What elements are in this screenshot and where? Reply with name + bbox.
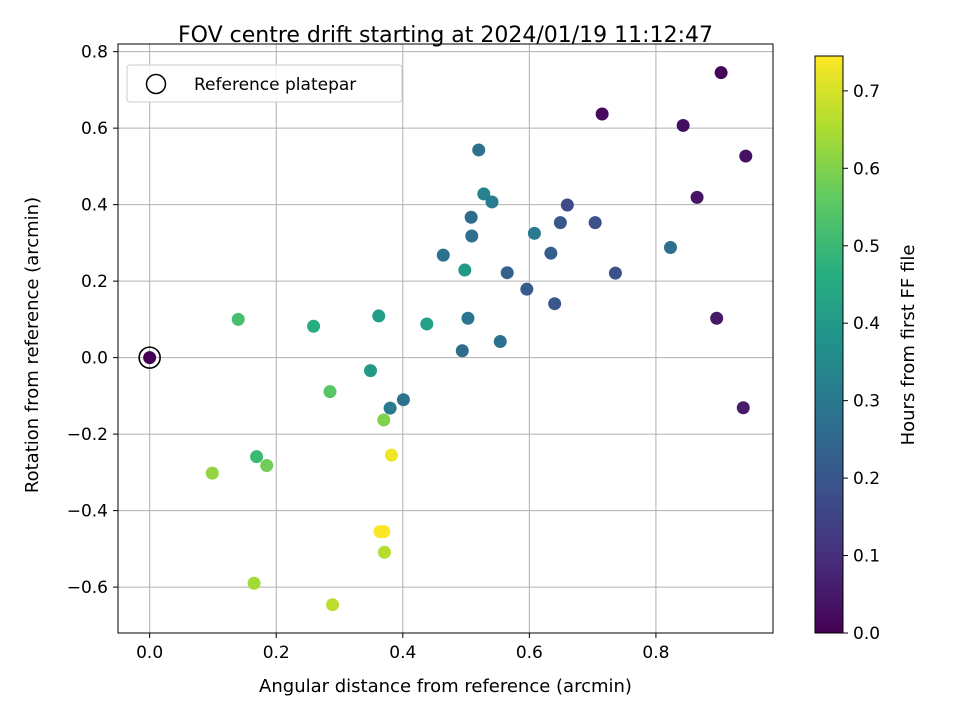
data-point xyxy=(736,401,750,415)
y-axis-ticks: −0.6 −0.4 −0.2 0.0 0.2 0.4 0.6 0.8 xyxy=(67,43,118,598)
colorbar-tick-label: 0.3 xyxy=(853,392,880,412)
data-point xyxy=(548,297,562,311)
data-point xyxy=(384,448,398,462)
data-point xyxy=(485,195,499,209)
data-point xyxy=(231,312,245,326)
data-point xyxy=(205,466,219,480)
reference-marker xyxy=(138,346,161,369)
y-tick-label: −0.2 xyxy=(67,425,108,445)
data-point xyxy=(377,413,391,427)
x-tick-label: 0.0 xyxy=(136,643,163,663)
colorbar-tick-label: 0.7 xyxy=(853,82,880,102)
data-point xyxy=(500,266,514,280)
data-point xyxy=(436,248,450,262)
x-axis-ticks: 0.0 0.2 0.4 0.6 0.8 xyxy=(136,633,669,663)
y-axis-label: Rotation from reference (arcmin) xyxy=(22,197,43,493)
data-point xyxy=(739,149,753,163)
x-tick-label: 0.2 xyxy=(263,643,290,663)
data-point xyxy=(544,246,558,260)
y-tick-label: 0.6 xyxy=(81,119,108,139)
y-tick-label: 0.4 xyxy=(81,196,108,216)
legend: Reference platepar xyxy=(126,64,403,103)
data-point xyxy=(260,458,274,472)
x-tick-label: 0.6 xyxy=(516,643,543,663)
y-tick-label: 0.8 xyxy=(81,43,108,63)
data-point xyxy=(396,393,410,407)
data-point xyxy=(247,576,261,590)
y-tick-label: 0.2 xyxy=(81,272,108,292)
legend-entry-reference: Reference platepar xyxy=(194,75,356,95)
data-point xyxy=(710,311,724,325)
data-point xyxy=(588,216,602,230)
data-point xyxy=(464,210,478,224)
data-point xyxy=(143,351,157,365)
colorbar-ticks: 0.0 0.1 0.2 0.3 0.4 0.5 0.6 0.7 xyxy=(843,82,880,644)
y-tick-label: −0.6 xyxy=(67,578,108,598)
data-point xyxy=(553,216,567,230)
colorbar-label: Hours from first FF file xyxy=(898,245,919,446)
grid-lines xyxy=(118,44,773,633)
data-point xyxy=(520,282,534,296)
y-tick-label: −0.4 xyxy=(67,502,108,522)
y-tick-label: 0.0 xyxy=(81,349,108,369)
data-point xyxy=(663,240,677,254)
data-point xyxy=(458,263,472,277)
data-point xyxy=(472,143,486,157)
data-point xyxy=(420,317,434,331)
colorbar-tick-label: 0.6 xyxy=(853,159,880,179)
data-points xyxy=(138,66,753,612)
data-point xyxy=(527,226,541,240)
colorbar xyxy=(814,55,844,634)
plot-frame xyxy=(117,43,774,634)
legend-box xyxy=(126,64,403,103)
data-point xyxy=(595,107,609,121)
data-point xyxy=(560,198,574,212)
data-point xyxy=(372,309,386,323)
colorbar-tick-label: 0.0 xyxy=(853,624,880,644)
data-point xyxy=(608,266,622,280)
colorbar-tick-label: 0.1 xyxy=(853,547,880,567)
data-point xyxy=(383,401,397,415)
data-point xyxy=(461,311,475,325)
data-point xyxy=(250,450,264,464)
data-point xyxy=(323,385,337,399)
data-point xyxy=(307,319,321,333)
colorbar-tick-label: 0.2 xyxy=(853,469,880,489)
x-tick-label: 0.8 xyxy=(642,643,669,663)
colorbar-tick-label: 0.4 xyxy=(853,314,880,334)
x-axis-label: Angular distance from reference (arcmin) xyxy=(259,676,632,697)
colorbar-tick-label: 0.5 xyxy=(853,237,880,257)
legend-marker-reference xyxy=(145,73,167,95)
x-tick-label: 0.4 xyxy=(389,643,416,663)
data-point xyxy=(493,335,507,349)
data-point xyxy=(377,545,391,559)
data-point xyxy=(455,344,469,358)
data-point xyxy=(714,66,728,80)
data-point xyxy=(465,229,479,243)
data-point xyxy=(364,364,378,378)
data-point xyxy=(377,525,391,539)
data-point xyxy=(690,190,704,204)
data-point xyxy=(676,118,690,132)
data-point xyxy=(477,187,491,201)
data-point xyxy=(326,598,340,612)
